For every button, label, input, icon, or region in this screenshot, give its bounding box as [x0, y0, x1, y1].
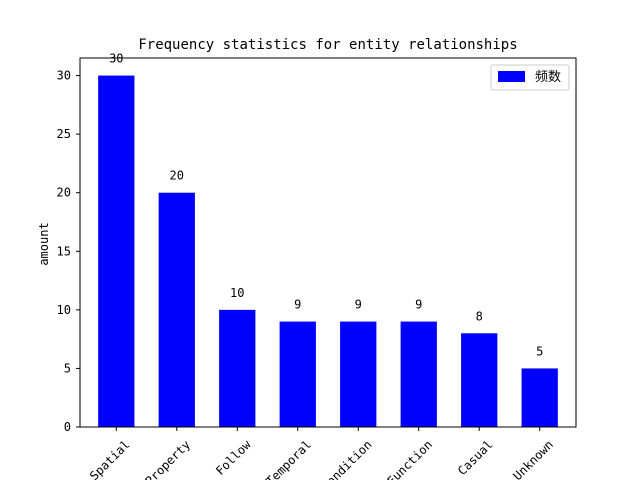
legend-swatch — [498, 71, 525, 82]
bar-value-label: 9 — [355, 298, 362, 312]
bar-follow — [219, 310, 255, 427]
x-tick-label-condition: Condition — [319, 437, 375, 480]
x-tick-label-casual: Casual — [455, 437, 496, 478]
bar-unknown — [522, 368, 558, 427]
bar-value-label: 30 — [109, 52, 123, 66]
y-tick-label: 15 — [57, 244, 71, 258]
bar-value-label: 20 — [170, 169, 184, 183]
bar-value-label: 10 — [230, 286, 244, 300]
y-tick-label: 5 — [64, 361, 71, 375]
legend: 频数 — [491, 65, 569, 90]
x-tick-label-temporal: Temporal — [263, 437, 314, 480]
bar-spatial — [98, 76, 134, 427]
bar-value-label: 8 — [476, 309, 483, 323]
bar-casual — [461, 333, 497, 427]
legend-label: 频数 — [535, 70, 561, 85]
bar-value-label: 5 — [536, 344, 543, 358]
bar-property — [159, 193, 195, 427]
bar-temporal — [280, 322, 316, 427]
x-tick-label-function: Function — [384, 437, 435, 480]
y-axis-ticks: 0 5 10 15 20 25 30 — [57, 69, 80, 434]
y-tick-label: 30 — [57, 69, 71, 83]
chart-title: Frequency statistics for entity relation… — [138, 37, 517, 53]
y-tick-label: 10 — [57, 303, 71, 317]
bar-condition — [340, 322, 376, 427]
bars-group — [98, 76, 558, 427]
bar-function — [401, 322, 437, 427]
plot-frame — [80, 58, 576, 427]
x-tick-label-property: Property — [142, 437, 193, 480]
bar-value-label: 9 — [294, 298, 301, 312]
y-tick-label: 25 — [57, 127, 71, 141]
y-tick-label: 0 — [64, 420, 71, 434]
y-tick-label: 20 — [57, 186, 71, 200]
x-tick-label-unknown: Unknown — [510, 437, 556, 480]
x-axis-ticks: Spatial Property Follow Temporal Condition Fu… — [87, 427, 556, 480]
x-tick-label-spatial: Spatial — [87, 437, 133, 480]
y-axis-label: amount — [37, 222, 51, 265]
bar-value-label: 9 — [415, 298, 422, 312]
x-tick-label-follow: Follow — [213, 437, 254, 478]
